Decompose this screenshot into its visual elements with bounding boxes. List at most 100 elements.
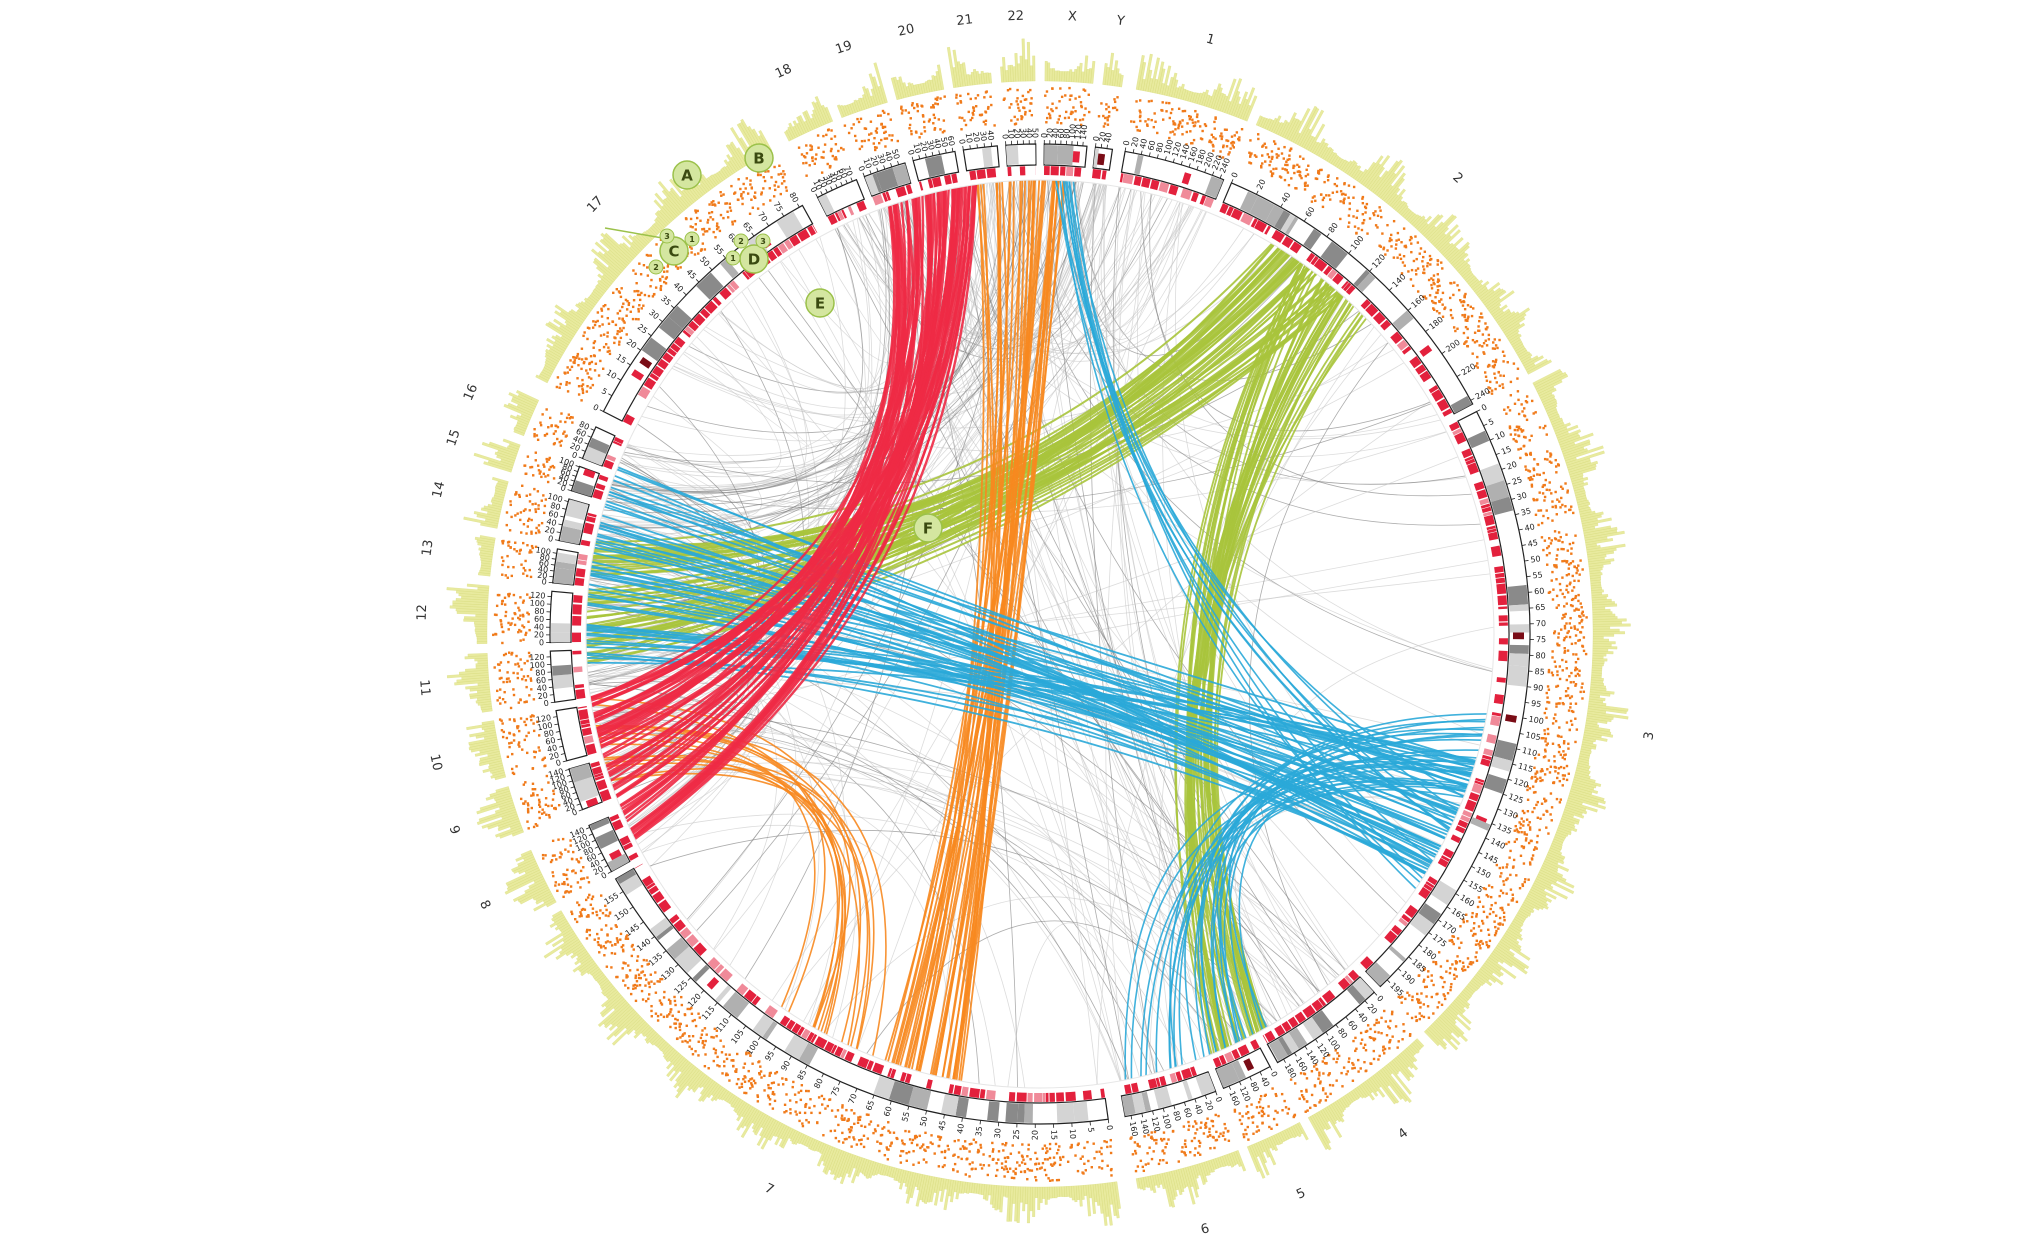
scatter-point — [1571, 589, 1574, 592]
red-band — [1155, 1077, 1161, 1087]
scatter-point — [1028, 1169, 1031, 1172]
scatter-point — [1255, 1130, 1258, 1133]
scatter-point — [625, 976, 628, 979]
scatter-point — [1574, 534, 1577, 537]
scatter-point — [1482, 887, 1486, 890]
tick-label: 20 — [1045, 128, 1054, 138]
scatter-point — [843, 1117, 846, 1120]
scatter-point — [679, 1036, 682, 1039]
scatter-point — [1500, 872, 1503, 875]
chromosome-label: 13 — [419, 539, 436, 557]
scatter-point — [1132, 120, 1136, 124]
tick-mark — [1516, 748, 1521, 751]
scatter-point — [498, 669, 501, 672]
scatter-point — [604, 914, 608, 917]
scatter-point — [521, 677, 524, 681]
scatter-point — [980, 113, 984, 116]
tick-label: 75 — [772, 200, 785, 213]
scatter-point — [1536, 498, 1539, 501]
scatter-point — [504, 652, 508, 656]
scatter-point — [1491, 347, 1495, 350]
scatter-point — [1232, 141, 1236, 144]
scatter-point — [1563, 753, 1566, 757]
scatter-point — [510, 574, 513, 578]
tick-label: 20 — [548, 751, 560, 762]
scatter-point — [1203, 123, 1207, 126]
scatter-point — [494, 632, 497, 636]
scatter-point — [1578, 674, 1581, 677]
scatter-point — [1056, 121, 1059, 124]
scatter-point — [1466, 957, 1470, 960]
scatter-point — [769, 1087, 772, 1090]
link — [1062, 180, 1434, 862]
tick-mark — [838, 1081, 841, 1086]
scatter-point — [1384, 1020, 1388, 1023]
scatter-point — [1449, 308, 1453, 312]
scatter-point — [1532, 467, 1535, 470]
scatter-point — [742, 182, 745, 186]
scatter-point — [1439, 965, 1443, 968]
red-band — [1448, 421, 1460, 432]
scatter-point — [522, 783, 526, 786]
scatter-point — [1336, 1051, 1339, 1055]
scatter-point — [597, 943, 600, 947]
scatter-point — [704, 1039, 707, 1043]
scatter-point — [730, 184, 733, 188]
scatter-point — [521, 601, 525, 604]
scatter-point — [1147, 1162, 1150, 1165]
scatter-point — [1022, 106, 1025, 109]
scatter-point — [1513, 840, 1517, 844]
red-band — [658, 899, 672, 913]
scatter-point — [534, 531, 538, 535]
scatter-point — [1354, 1049, 1357, 1053]
scatter-point — [674, 265, 678, 268]
scatter-point — [1574, 684, 1577, 687]
red-band — [1250, 218, 1258, 228]
scatter-point — [762, 203, 765, 206]
scatter-point — [834, 1136, 838, 1140]
scatter-point — [545, 813, 548, 816]
scatter-point — [1158, 1159, 1162, 1162]
red-band — [590, 761, 601, 768]
scatter-point — [597, 937, 600, 940]
scatter-point — [873, 1128, 877, 1131]
cytoband — [607, 853, 629, 872]
scatter-point — [1078, 95, 1081, 99]
scatter-point — [583, 360, 586, 364]
tick-label: 40 — [588, 858, 601, 871]
scatter-point — [534, 510, 538, 514]
cytoband — [555, 561, 576, 571]
scatter-point — [1452, 973, 1456, 977]
scatter-point — [1546, 685, 1550, 688]
tick-label: 40 — [1524, 522, 1536, 533]
red-band — [866, 1060, 874, 1071]
tick-label: 140 — [1139, 1118, 1151, 1135]
scatter-point — [1462, 300, 1466, 304]
link — [686, 180, 1027, 920]
red-band — [1254, 220, 1268, 233]
scatter-point — [525, 717, 529, 721]
scatter-point — [593, 340, 597, 343]
scatter-point — [1559, 697, 1562, 700]
scatter-point — [1441, 267, 1444, 270]
scatter-point — [874, 148, 877, 152]
scatter-point — [567, 413, 571, 416]
scatter-point — [1485, 344, 1489, 347]
tick-mark — [709, 266, 713, 271]
scatter-point — [901, 109, 904, 112]
link — [632, 184, 975, 838]
scatter-point — [1493, 920, 1496, 923]
scatter-point — [584, 898, 588, 902]
scatter-point — [1487, 363, 1491, 367]
scatter-point — [517, 701, 520, 704]
scatter-point — [1147, 1133, 1150, 1137]
histogram — [473, 438, 521, 473]
scatter-point — [622, 302, 625, 305]
histogram — [476, 786, 524, 839]
scatter-point — [1487, 928, 1490, 931]
scatter-point — [650, 1004, 653, 1008]
scatter-point — [522, 566, 525, 570]
scatter-point — [1436, 288, 1440, 292]
tick-label: 40 — [1193, 1103, 1205, 1116]
scatter-point — [1430, 974, 1433, 977]
